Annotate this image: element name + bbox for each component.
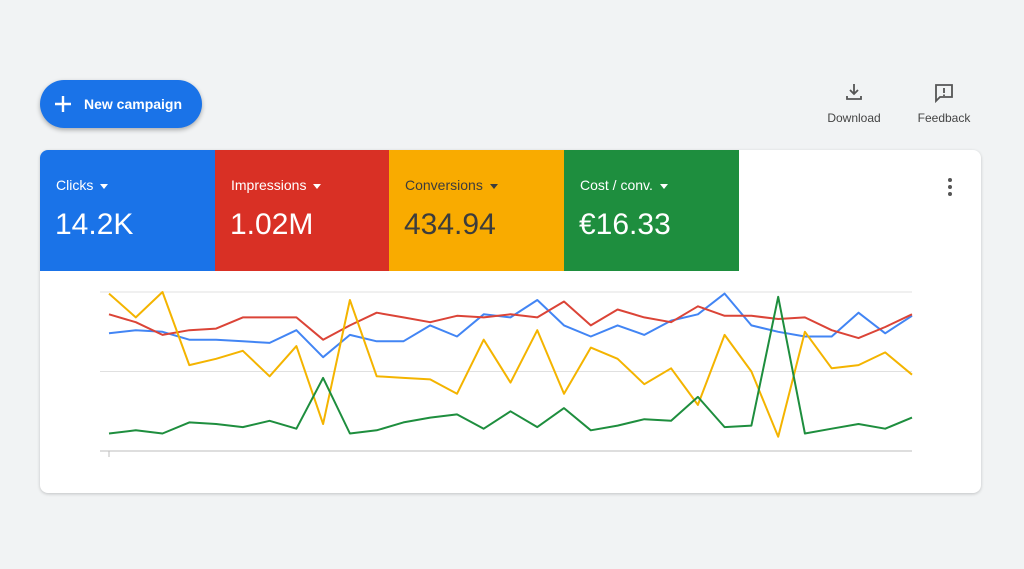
- series-line: [108, 291, 913, 438]
- metric-value: 1.02M: [230, 208, 314, 241]
- metric-value: 14.2K: [55, 208, 134, 241]
- button-label: New campaign: [84, 96, 183, 112]
- metric-name: Cost / conv.: [580, 177, 668, 193]
- chart: [100, 291, 913, 457]
- plus-icon: [55, 96, 71, 112]
- metric-tile[interactable]: Conversions 434.94: [389, 150, 564, 271]
- metric-value: 434.94: [404, 208, 496, 241]
- more-menu[interactable]: [940, 176, 960, 200]
- new-campaign-button[interactable]: New campaign: [40, 80, 202, 128]
- feedback-label: Feedback: [917, 111, 971, 125]
- download-icon: [846, 84, 862, 100]
- metrics-card: Clicks 14.2K Impressions 1.02M Conversions…: [40, 150, 981, 493]
- series-line: [108, 300, 913, 341]
- metric-tile[interactable]: Impressions 1.02M: [215, 150, 390, 271]
- metric-name: Impressions: [231, 177, 321, 193]
- download-label: Download: [827, 111, 881, 125]
- metric-value: €16.33: [579, 208, 671, 241]
- metric-tile[interactable]: Cost / conv. €16.33: [564, 150, 739, 271]
- metric-name: Conversions: [405, 177, 498, 193]
- feedback-icon: [935, 84, 953, 104]
- feedback-button[interactable]: Feedback: [904, 82, 984, 125]
- download-button[interactable]: Download: [814, 82, 894, 125]
- metric-name: Clicks: [56, 177, 108, 193]
- metric-tile[interactable]: Clicks 14.2K: [40, 150, 215, 271]
- series-line: [108, 292, 913, 359]
- series-line: [108, 295, 913, 435]
